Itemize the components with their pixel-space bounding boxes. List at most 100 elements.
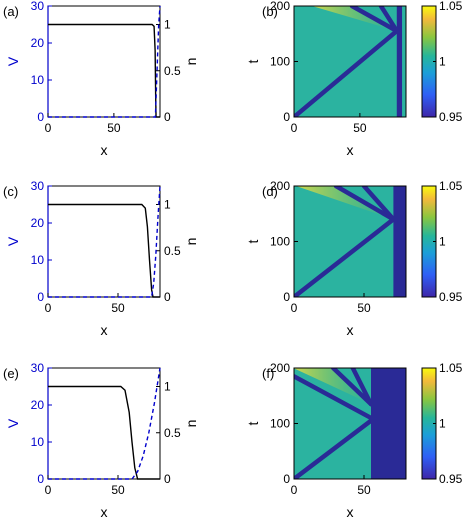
wave-front [349,6,400,34]
panel-label: (b) [262,4,278,19]
panel-label: (e) [3,366,19,381]
x-axis-label: x [347,504,354,520]
wave-front [294,374,374,421]
x-tick-label: 50 [357,301,371,315]
right-axis-label: n [183,420,199,428]
left-tick-label: 20 [31,398,45,412]
y-tick-label: 0 [283,472,290,486]
v-profile-line [48,203,160,298]
colorbar-tick-label: 0.95 [439,110,463,124]
plot-area [47,367,161,480]
panel-f: (f) 0 100 200 0 50x t 0.95 1 1.05 [245,361,463,520]
x-tick-label: 0 [45,483,52,497]
x-tick-label: 50 [111,483,125,497]
left-tick-label: 0 [37,290,44,304]
right-tick-label: 0.5 [164,426,181,440]
colorbar-tick-label: 1.05 [439,361,463,375]
colorbar-tick-label: 0.95 [439,472,463,486]
colorbar-tick-label: 1 [439,55,446,69]
warm-region [294,368,371,405]
x-axis-label: x [347,322,354,338]
right-tick-label: 0.5 [164,244,181,258]
wall-region [396,6,403,117]
left-tick-label: 10 [31,73,45,87]
y-tick-label: 200 [270,361,290,375]
left-axis-label: V [5,56,21,66]
x-tick-label: 0 [291,483,298,497]
panel-label: (a) [3,4,19,19]
x-tick-label: 50 [107,121,121,135]
left-tick-label: 10 [31,253,45,267]
right-tick-label: 1 [164,18,171,32]
y-tick-label: 100 [270,55,290,69]
panel-b: (b) 0 100 200 0 50 x t 0.95 1 1.05 [245,0,463,158]
n-profile-line [48,367,161,480]
left-tick-label: 30 [31,179,45,193]
wave-front [294,418,374,479]
warm-region [311,6,397,31]
heatmap-background [294,186,406,297]
x-tick-label: 50 [353,121,367,135]
wave-front [330,368,374,407]
left-axis-label: V [5,418,21,428]
y-tick-label: 0 [283,290,290,304]
heatmap-field [294,186,406,297]
x-tick-label: 0 [291,121,298,135]
heatmap-field [294,6,406,117]
x-tick-label: 0 [45,121,52,135]
x-tick-label: 50 [357,483,371,497]
x-tick-label: 50 [111,301,125,315]
y-axis-label: t [245,421,261,425]
right-tick-label: 1 [164,198,171,212]
wave-front [333,186,396,222]
x-axis-label: x [101,504,108,520]
colorbar-tick-label: 1.05 [439,0,463,13]
left-tick-label: 10 [31,435,45,449]
left-axis-label: V [5,236,21,246]
plot-area [47,185,161,298]
right-tick-label: 0 [164,290,171,304]
right-tick-label: 0 [164,472,171,486]
colorbar-tick-label: 1.05 [439,179,463,193]
y-axis-label: t [245,239,261,243]
left-tick-label: 20 [31,216,45,230]
y-axis-label: t [245,59,261,63]
left-tick-label: 20 [31,36,45,50]
x-axis-label: x [347,142,354,158]
y-tick-label: 200 [270,0,290,13]
wave-front [294,217,396,297]
wave-front [361,186,396,222]
x-axis-label: x [101,322,108,338]
right-tick-label: 0 [164,110,171,124]
colorbar-tick-label: 0.95 [439,290,463,304]
panel-label: (c) [3,184,18,199]
y-tick-label: 100 [270,235,290,249]
right-tick-label: 0.5 [164,64,181,78]
panel-label: (f) [262,366,274,381]
wave-front [378,6,400,34]
right-axis-label: n [183,238,199,246]
n-profile-line [48,185,161,298]
panel-d: (d) 0 100 200 0 50x t 0.95 1 1.05 [245,179,463,338]
n-profile-line [48,5,161,118]
x-axis-label: x [101,142,108,158]
x-tick-label: 0 [291,301,298,315]
left-tick-label: 0 [37,110,44,124]
x-tick-label: 0 [45,301,52,315]
right-tick-label: 1 [164,380,171,394]
wall-region [371,368,406,479]
right-axis-label: n [183,58,199,66]
left-tick-label: 0 [37,472,44,486]
panel-label: (d) [262,184,278,199]
v-profile-line [48,385,160,480]
left-tick-label: 30 [31,361,45,375]
y-tick-label: 100 [270,417,290,431]
left-tick-label: 30 [31,0,45,13]
wave-front [294,28,400,117]
wave-front [350,368,374,407]
wall-region [393,186,406,297]
